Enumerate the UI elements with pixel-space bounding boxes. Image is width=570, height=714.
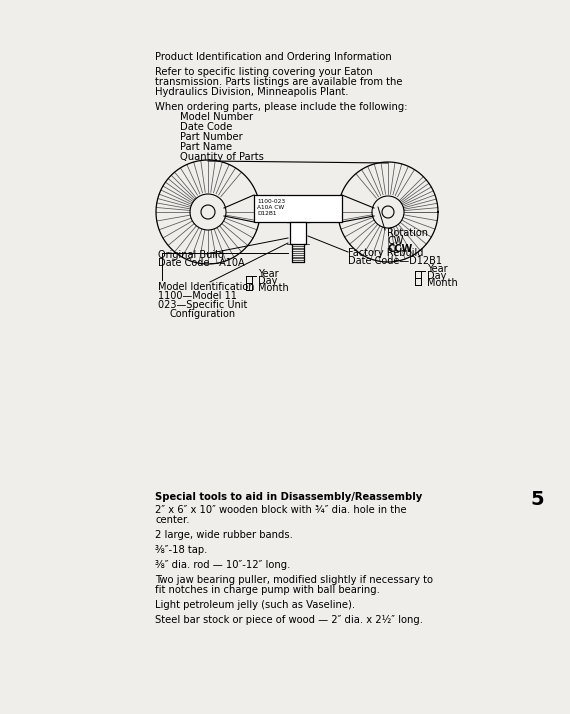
- Text: Hydraulics Division, Minneapolis Plant.: Hydraulics Division, Minneapolis Plant.: [155, 87, 348, 97]
- Text: 1100—Model 11: 1100—Model 11: [158, 291, 237, 301]
- Text: 023—Specific Unit: 023—Specific Unit: [158, 300, 247, 310]
- Text: Special tools to aid in Disassembly/Reassembly: Special tools to aid in Disassembly/Reas…: [155, 492, 422, 502]
- Text: Date Code: Date Code: [180, 122, 233, 132]
- Text: Day: Day: [258, 276, 278, 286]
- Text: Quantity of Parts: Quantity of Parts: [180, 152, 264, 162]
- Text: Part Name: Part Name: [180, 142, 232, 152]
- Text: ⅜″ dia. rod — 10″-12″ long.: ⅜″ dia. rod — 10″-12″ long.: [155, 560, 290, 570]
- Text: 5: 5: [530, 490, 544, 509]
- Text: CCW: CCW: [387, 244, 412, 254]
- Text: 2 large, wide rubber bands.: 2 large, wide rubber bands.: [155, 530, 293, 540]
- Text: Month: Month: [427, 278, 458, 288]
- Text: Configuration: Configuration: [170, 309, 236, 319]
- Text: 1100-023: 1100-023: [257, 199, 285, 204]
- Text: D12B1: D12B1: [257, 211, 276, 216]
- Text: Date Code—A10A: Date Code—A10A: [158, 258, 245, 268]
- Text: Day: Day: [427, 271, 446, 281]
- Text: transmission. Parts listings are available from the: transmission. Parts listings are availab…: [155, 77, 402, 87]
- Bar: [290, 222, 306, 244]
- Text: Model Identification: Model Identification: [158, 282, 254, 292]
- Text: Date Code—D12B1: Date Code—D12B1: [348, 256, 442, 266]
- Text: Year: Year: [427, 264, 447, 274]
- Text: fit notches in charge pump with ball bearing.: fit notches in charge pump with ball bea…: [155, 585, 380, 595]
- Text: 2″ x 6″ x 10″ wooden block with ¾″ dia. hole in the: 2″ x 6″ x 10″ wooden block with ¾″ dia. …: [155, 505, 406, 515]
- Text: Two jaw bearing puller, modified slightly if necessary to: Two jaw bearing puller, modified slightl…: [155, 575, 433, 585]
- Text: Month: Month: [258, 283, 289, 293]
- Text: ⅜″-18 tap.: ⅜″-18 tap.: [155, 545, 207, 555]
- Text: Steel bar stock or piece of wood — 2″ dia. x 2½″ long.: Steel bar stock or piece of wood — 2″ di…: [155, 615, 423, 625]
- Text: When ordering parts, please include the following:: When ordering parts, please include the …: [155, 102, 408, 112]
- Text: Refer to specific listing covering your Eaton: Refer to specific listing covering your …: [155, 67, 373, 77]
- Bar: [254, 195, 342, 222]
- Text: Original Build: Original Build: [158, 250, 224, 260]
- Text: Factory Rebuild: Factory Rebuild: [348, 248, 424, 258]
- Text: Product Identification and Ordering Information: Product Identification and Ordering Info…: [155, 52, 392, 62]
- Text: center.: center.: [155, 515, 189, 525]
- Text: Model Number: Model Number: [180, 112, 253, 122]
- Text: Year: Year: [258, 269, 279, 279]
- Text: Part Number: Part Number: [180, 132, 243, 142]
- Text: Light petroleum jelly (such as Vaseline).: Light petroleum jelly (such as Vaseline)…: [155, 600, 355, 610]
- Text: Rotation: Rotation: [387, 228, 428, 238]
- Text: A10A CW: A10A CW: [257, 205, 284, 210]
- Text: CW: CW: [387, 236, 404, 246]
